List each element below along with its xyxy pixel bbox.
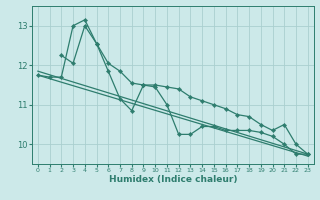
X-axis label: Humidex (Indice chaleur): Humidex (Indice chaleur) (108, 175, 237, 184)
